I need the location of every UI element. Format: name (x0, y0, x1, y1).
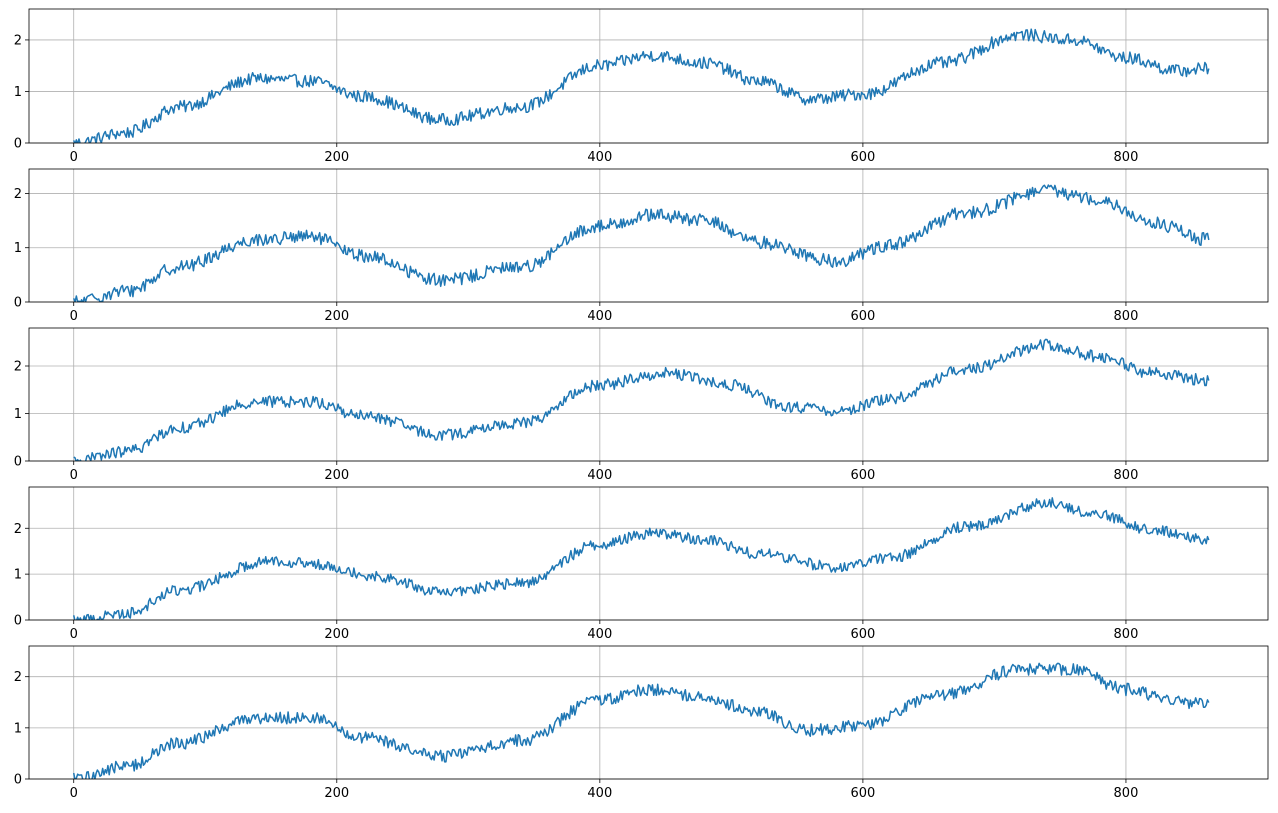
subplot-1: 0 200 400 600 800 0 1 2 (14, 8, 1269, 165)
y-tick-label: 0 (14, 296, 22, 311)
x-tick-label: 0 (70, 150, 78, 165)
x-tick-label: 400 (587, 468, 612, 483)
x-tick-label: 400 (587, 150, 612, 165)
x-tick-label: 0 (70, 786, 78, 801)
x-tick-label: 400 (587, 627, 612, 642)
y-tick-label: 1 (14, 241, 22, 256)
x-tick-label: 0 (70, 309, 78, 324)
axes-frame (28, 645, 1269, 780)
y-tick-label: 1 (14, 568, 22, 583)
subplot-5: 0 200 400 600 800 0 1 2 (14, 645, 1269, 801)
y-tick-label: 1 (14, 85, 22, 100)
y-tick-label: 0 (14, 614, 22, 629)
y-tick-label: 1 (14, 407, 22, 422)
series-line (72, 662, 1210, 779)
x-tick-label: 800 (1114, 468, 1139, 483)
x-tick-label: 600 (850, 468, 875, 483)
x-tick-label: 800 (1114, 627, 1139, 642)
x-tick-label: 600 (850, 150, 875, 165)
x-tick-label: 200 (324, 786, 349, 801)
x-tick-label: 200 (324, 468, 349, 483)
axes-frame (28, 327, 1269, 462)
axes-frame (28, 486, 1269, 621)
y-tick-label: 2 (14, 670, 22, 685)
axes-frame (28, 8, 1269, 144)
x-tick-label: 400 (587, 309, 612, 324)
x-tick-label: 0 (70, 627, 78, 642)
x-tick-label: 200 (324, 627, 349, 642)
x-tick-label: 800 (1114, 150, 1139, 165)
subplot-2: 0 200 400 600 800 0 1 2 (14, 168, 1269, 324)
series-line (73, 338, 1210, 461)
x-tick-label: 0 (70, 468, 78, 483)
series-line (73, 28, 1210, 143)
x-tick-label: 800 (1114, 309, 1139, 324)
y-tick-label: 0 (14, 773, 22, 788)
axes-frame (28, 168, 1269, 303)
y-tick-label: 2 (14, 187, 22, 202)
y-tick-label: 2 (14, 360, 22, 375)
x-tick-label: 200 (324, 150, 349, 165)
series-line (73, 184, 1210, 302)
x-tick-label: 400 (587, 786, 612, 801)
x-tick-label: 600 (850, 786, 875, 801)
series-line (72, 497, 1210, 620)
subplot-3: 0 200 400 600 800 0 1 2 (14, 327, 1269, 483)
x-tick-label: 600 (850, 309, 875, 324)
y-tick-label: 1 (14, 721, 22, 736)
x-tick-label: 200 (324, 309, 349, 324)
subplot-4: 0 200 400 600 800 0 1 2 (14, 486, 1269, 642)
y-tick-label: 0 (14, 455, 22, 470)
y-tick-label: 0 (14, 137, 22, 152)
y-tick-label: 2 (14, 522, 22, 537)
y-tick-label: 2 (14, 33, 22, 48)
x-tick-label: 600 (850, 627, 875, 642)
x-tick-label: 800 (1114, 786, 1139, 801)
